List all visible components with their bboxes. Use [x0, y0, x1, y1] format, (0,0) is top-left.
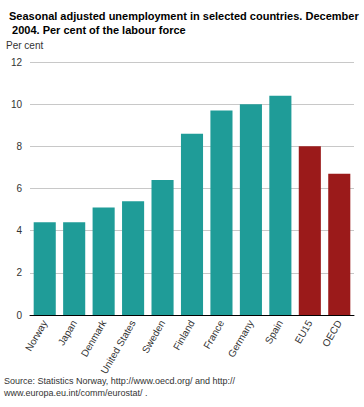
svg-text:Spain: Spain: [263, 318, 285, 346]
svg-text:4: 4: [16, 225, 22, 236]
svg-text:Source: Statistics Norway, htt: Source: Statistics Norway, http://www.oe…: [4, 376, 235, 386]
svg-text:6: 6: [16, 183, 22, 194]
svg-text:Finland: Finland: [171, 318, 197, 352]
svg-text:Denmark: Denmark: [79, 318, 109, 359]
svg-text:Germany: Germany: [226, 318, 256, 359]
svg-text:United States: United States: [98, 318, 138, 375]
svg-text:Seasonal adjusted unemployment: Seasonal adjusted unemployment in select…: [9, 10, 359, 22]
svg-text:Norway: Norway: [23, 318, 49, 353]
svg-text:8: 8: [16, 141, 22, 152]
svg-text:0: 0: [16, 310, 22, 321]
svg-text:www.europa.eu.int/comm/eurosta: www.europa.eu.int/comm/eurostat/ .: [3, 388, 148, 398]
svg-text:2: 2: [16, 267, 22, 278]
svg-text:EU15: EU15: [293, 318, 315, 346]
svg-text:Per cent: Per cent: [6, 40, 43, 51]
svg-text:12: 12: [11, 57, 23, 68]
svg-text:France: France: [201, 318, 226, 351]
svg-text:Sweden: Sweden: [140, 318, 168, 355]
svg-text:2004. Per cent of the labour f: 2004. Per cent of the labour force: [9, 24, 186, 36]
svg-text:10: 10: [11, 99, 23, 110]
svg-text:Japan: Japan: [56, 318, 79, 347]
svg-text:OECD: OECD: [320, 318, 344, 348]
